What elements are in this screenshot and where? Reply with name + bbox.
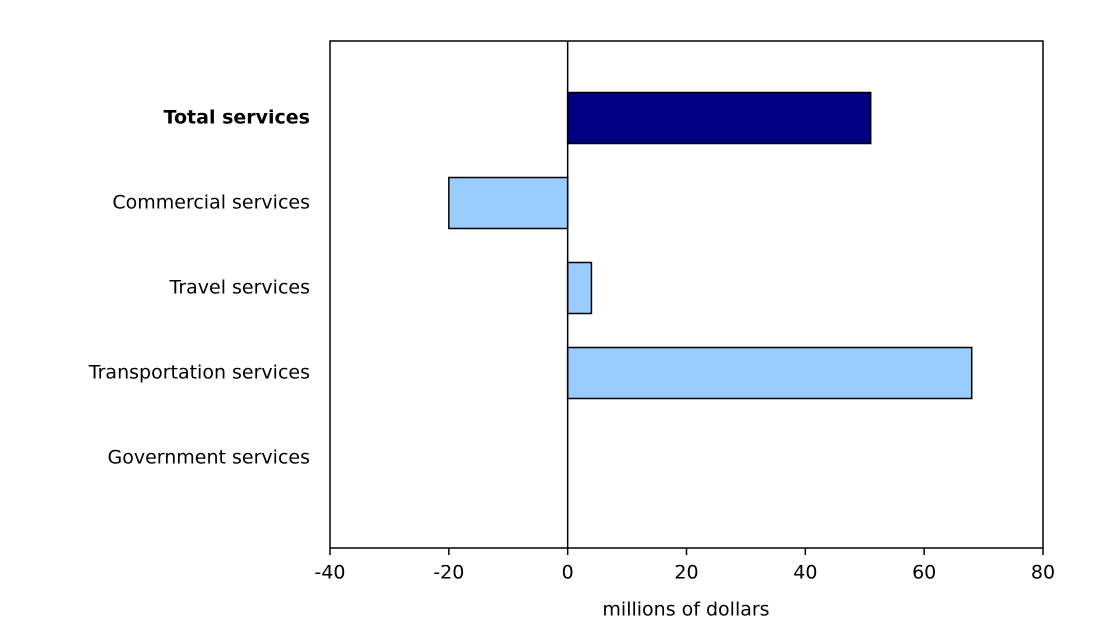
bar: [566, 261, 593, 315]
x-tick-label: 40: [793, 562, 817, 584]
bar: [566, 346, 973, 400]
x-tick-label: 80: [1031, 562, 1055, 584]
y-tick-label: Government services: [108, 447, 311, 469]
x-tick-label: 0: [562, 562, 574, 584]
y-tick-label: Commercial services: [112, 192, 310, 214]
y-tick-label: Travel services: [169, 277, 310, 299]
bar: [566, 91, 872, 145]
x-tick-label: -20: [433, 562, 464, 584]
y-tick-label: Total services: [164, 107, 310, 129]
x-tick-label: 60: [912, 562, 936, 584]
y-tick-label: Transportation services: [88, 362, 310, 384]
bar: [448, 176, 569, 230]
x-tick-label: -40: [314, 562, 345, 584]
x-tick-label: 20: [674, 562, 698, 584]
x-axis-label: millions of dollars: [602, 599, 769, 621]
